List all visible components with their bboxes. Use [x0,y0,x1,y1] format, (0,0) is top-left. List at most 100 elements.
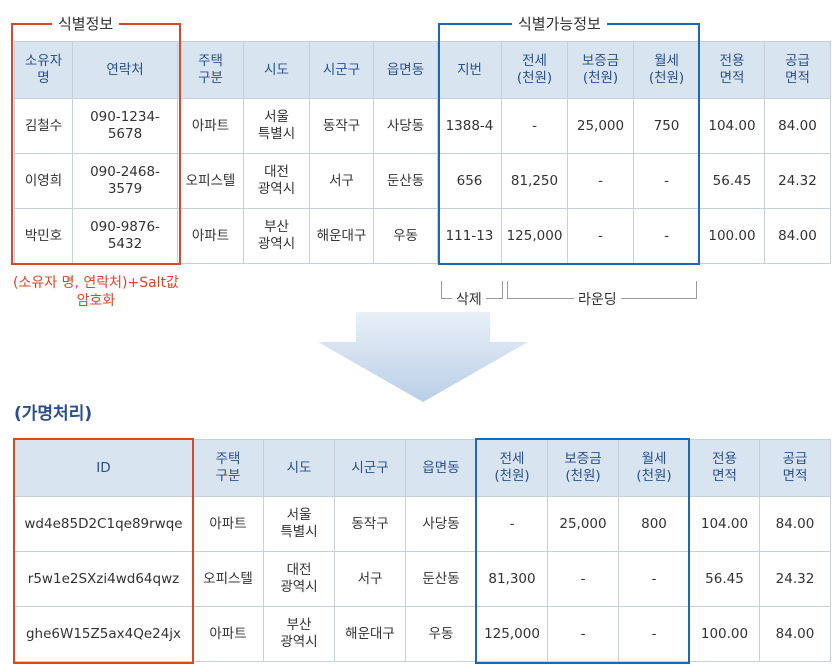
identifying-info-box [11,23,181,265]
cell: 81,250 [501,153,568,209]
header-district: 시군구 [309,41,374,99]
cell: 대전 광역시 [263,551,335,607]
cell: 1388-4 [437,98,502,154]
cell: 125,000 [476,606,548,662]
cell: 동작구 [309,98,374,154]
header-monthly-rent: 월세 (천원) [633,41,700,99]
cell: 125,000 [501,208,568,264]
header-district: 시군구 [334,439,406,497]
cell: 24.32 [759,551,831,607]
cell: 둔산동 [373,153,438,209]
cell: 동작구 [334,496,406,552]
cell: 56.45 [699,153,765,209]
cell: 해운대구 [334,606,406,662]
table-row: wd4e85D2C1qe89rwqe 아파트 서울 특별시 동작구 사당동 - … [14,496,831,552]
cell: 090-2468-3579 [72,153,178,209]
cell: - [567,153,634,209]
header-supply-area: 공급 면적 [764,41,831,99]
header-jeonse: 전세 (천원) [476,439,548,497]
encryption-note: (소유자 명, 연락처)+Salt값 암호화 [13,275,179,310]
cell: 부산 광역시 [263,606,335,662]
original-data-table: 소유자 명 연락처 주택 구분 시도 시군구 읍면동 지번 전세 (천원) 보증… [14,41,831,264]
cell: 우동 [373,208,438,264]
table-row: ghe6W15Z5ax4Qe24jx 아파트 부산 광역시 해운대구 우동 12… [14,606,831,662]
cell: 81,300 [476,551,548,607]
cell: 서구 [309,153,374,209]
cell: 오피스텔 [192,551,264,607]
cell: 아파트 [192,496,264,552]
cell: 84.00 [759,606,831,662]
cell: ghe6W15Z5ax4Qe24jx [14,606,193,662]
cell: wd4e85D2C1qe89rwqe [14,496,193,552]
cell: 사당동 [373,98,438,154]
cell: 아파트 [177,98,244,154]
table-row: 박민호 090-9876-5432 아파트 부산 광역시 해운대구 우동 111… [14,208,831,264]
pseudonym-id-box [13,438,194,664]
cell: 서구 [334,551,406,607]
cell: 우동 [405,606,477,662]
header-town: 읍면동 [405,439,477,497]
cell: - [567,208,634,264]
cell: - [547,551,619,607]
header-exclusive-area: 전용 면적 [699,41,765,99]
table-header-row: 소유자 명 연락처 주택 구분 시도 시군구 읍면동 지번 전세 (천원) 보증… [14,41,831,99]
header-exclusive-area: 전용 면적 [689,439,760,497]
cell: 800 [618,496,690,552]
cell: 박민호 [14,208,73,264]
rounding-bracket-left-tick [507,281,508,299]
cell: 대전 광역시 [243,153,310,209]
header-deposit: 보증금 (천원) [547,439,619,497]
cell: - [633,153,700,209]
cell: 해운대구 [309,208,374,264]
down-arrow-icon [318,312,528,402]
header-lot-number: 지번 [437,41,502,99]
delete-bracket-left-tick [441,281,442,299]
table-header-row: ID 주택 구분 시도 시군구 읍면동 전세 (천원) 보증금 (천원) 월세 … [14,439,831,497]
table-row: r5w1e2SXzi4wd64qwz 오피스텔 대전 광역시 서구 둔산동 81… [14,551,831,607]
cell: 84.00 [764,208,831,264]
cell: 84.00 [764,98,831,154]
cell: 25,000 [547,496,619,552]
pseudonymized-data-table: ID 주택 구분 시도 시군구 읍면동 전세 (천원) 보증금 (천원) 월세 … [14,439,831,662]
identifying-info-label: 식별정보 [52,13,120,34]
cell: 84.00 [759,496,831,552]
cell: - [618,606,690,662]
header-town: 읍면동 [373,41,438,99]
header-deposit: 보증금 (천원) [567,41,634,99]
header-housing-type: 주택 구분 [177,41,244,99]
cell: 서울 특별시 [243,98,310,154]
cell: 090-9876-5432 [72,208,178,264]
rounded-values-box [475,438,690,664]
cell: 둔산동 [405,551,477,607]
rounding-label: 라운딩 [574,289,621,309]
cell: 100.00 [689,606,760,662]
cell: 104.00 [689,496,760,552]
header-monthly-rent: 월세 (천원) [618,439,690,497]
delete-bracket-right-tick [502,281,503,299]
section-title: (가명처리) [14,404,93,424]
cell: 사당동 [405,496,477,552]
cell: 56.45 [689,551,760,607]
cell: 104.00 [699,98,765,154]
cell: 111-13 [437,208,502,264]
cell: 오피스텔 [177,153,244,209]
header-housing-type: 주택 구분 [192,439,264,497]
cell: 아파트 [192,606,264,662]
cell: r5w1e2SXzi4wd64qwz [14,551,193,607]
delete-label: 삭제 [452,289,486,309]
header-province: 시도 [263,439,335,497]
cell: 656 [437,153,502,209]
cell: 750 [633,98,700,154]
cell: 서울 특별시 [263,496,335,552]
cell: - [476,496,548,552]
cell: 아파트 [177,208,244,264]
quasi-identifying-info-label: 식별가능정보 [512,13,607,34]
header-owner-name: 소유자 명 [14,41,73,99]
table-row: 김철수 090-1234-5678 아파트 서울 특별시 동작구 사당동 138… [14,98,831,154]
cell: 100.00 [699,208,765,264]
header-contact: 연락처 [72,41,178,99]
cell: 24.32 [764,153,831,209]
quasi-identifying-info-box [438,23,700,265]
header-province: 시도 [243,41,310,99]
cell: - [547,606,619,662]
